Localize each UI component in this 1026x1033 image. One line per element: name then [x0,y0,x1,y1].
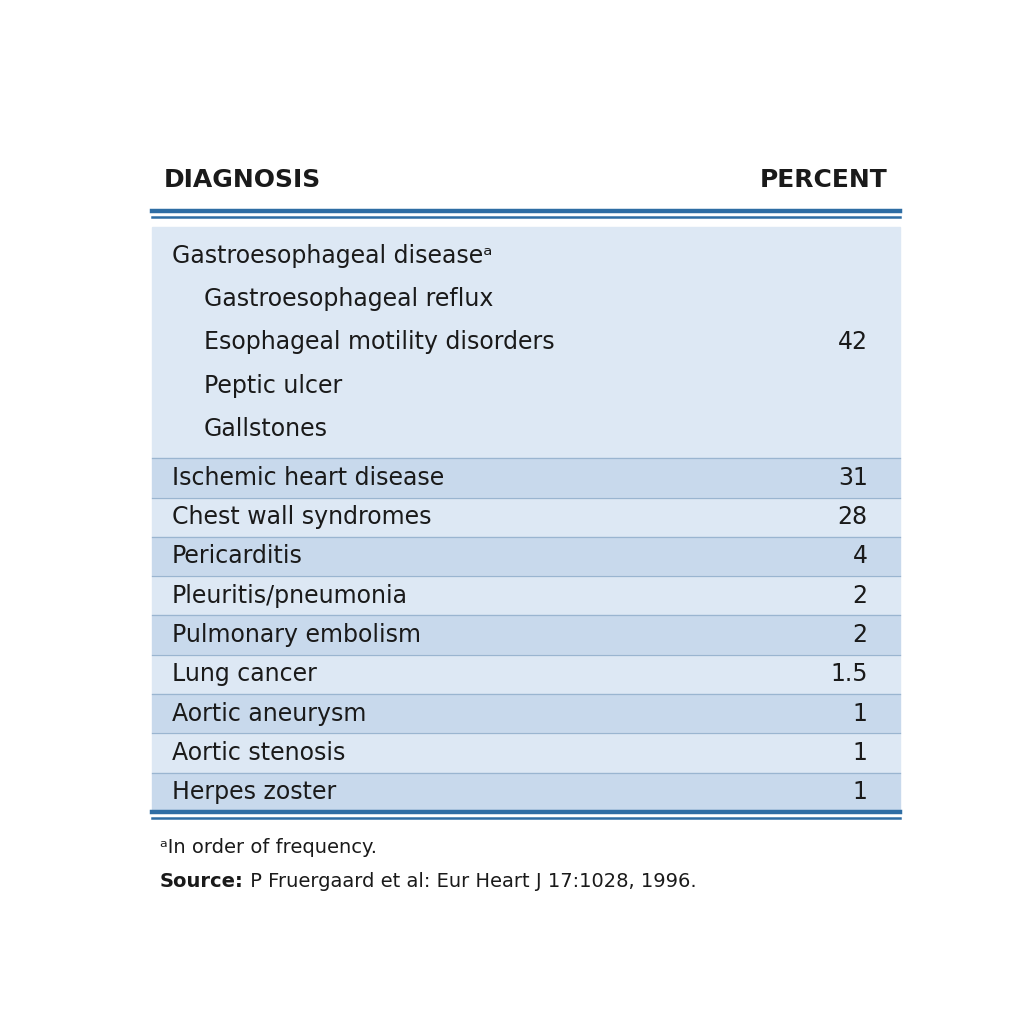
Text: 1: 1 [853,701,868,726]
Text: 28: 28 [837,505,868,529]
Bar [152,694,900,733]
Text: Source:: Source: [160,872,244,890]
Text: 1.5: 1.5 [830,662,868,686]
Bar [152,773,900,812]
Text: 1: 1 [853,741,868,765]
Text: Chest wall syndromes: Chest wall syndromes [172,505,432,529]
Bar [152,498,900,537]
Text: P Fruergaard et al: Eur Heart J 17:1028, 1996.: P Fruergaard et al: Eur Heart J 17:1028,… [244,872,697,890]
Text: DIAGNOSIS: DIAGNOSIS [164,167,321,192]
Text: PERCENT: PERCENT [760,167,887,192]
Text: ᵃIn order of frequency.: ᵃIn order of frequency. [160,839,378,857]
Text: 2: 2 [853,584,868,607]
Text: Pericarditis: Pericarditis [172,544,303,568]
Bar [152,733,900,773]
Text: 1: 1 [853,780,868,805]
Text: Pleuritis/pneumonia: Pleuritis/pneumonia [172,584,408,607]
Text: Gallstones: Gallstones [204,417,327,441]
Text: 2: 2 [853,623,868,647]
Bar [152,226,900,459]
Text: 42: 42 [838,331,868,354]
Text: 31: 31 [838,466,868,490]
Bar [152,655,900,694]
Text: Ischemic heart disease: Ischemic heart disease [172,466,444,490]
Bar [152,537,900,576]
Text: Esophageal motility disorders: Esophageal motility disorders [204,331,554,354]
Bar [152,616,900,655]
Text: Herpes zoster: Herpes zoster [172,780,337,805]
Text: Gastroesophageal reflux: Gastroesophageal reflux [204,287,494,311]
Text: Aortic aneurysm: Aortic aneurysm [172,701,366,726]
Bar [152,459,900,498]
Bar [152,576,900,616]
Text: Source:: Source: [160,872,244,890]
Text: Gastroesophageal diseaseᵃ: Gastroesophageal diseaseᵃ [172,244,492,268]
Text: Aortic stenosis: Aortic stenosis [172,741,346,765]
Text: Pulmonary embolism: Pulmonary embolism [172,623,421,647]
Text: Lung cancer: Lung cancer [172,662,317,686]
Text: Peptic ulcer: Peptic ulcer [204,374,342,398]
Text: 4: 4 [853,544,868,568]
